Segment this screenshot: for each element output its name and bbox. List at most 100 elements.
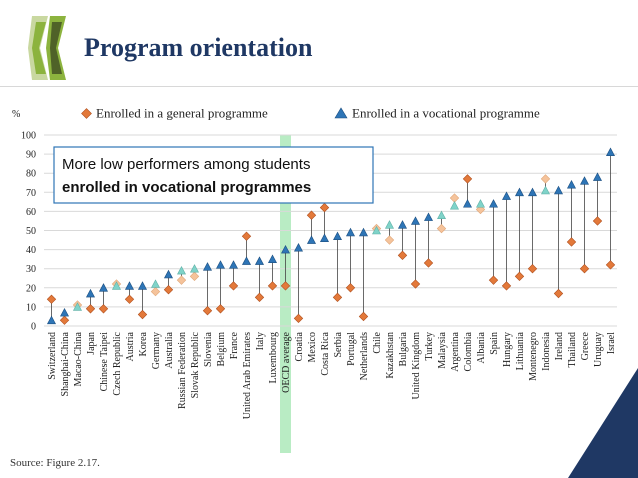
general-point bbox=[98, 304, 109, 314]
x-tick-label: Germany bbox=[151, 332, 162, 369]
vocational-point bbox=[229, 260, 238, 269]
x-tick-label: Japan bbox=[86, 332, 97, 355]
y-tick-label: 60 bbox=[26, 207, 36, 218]
x-tick-label: France bbox=[229, 331, 240, 359]
x-tick-label: Hungary bbox=[502, 332, 513, 367]
x-tick-label: Kazakhstan bbox=[385, 332, 396, 379]
x-tick-label: Serbia bbox=[333, 331, 344, 357]
x-tick-label: Lithuania bbox=[515, 331, 526, 370]
vocational-point bbox=[177, 265, 186, 275]
vocational-point bbox=[398, 220, 407, 229]
x-tick-label: Russian Federation bbox=[177, 332, 188, 409]
vocational-point bbox=[268, 254, 277, 263]
vocational-point bbox=[112, 281, 121, 290]
x-tick-label: Malaysia bbox=[437, 331, 448, 368]
vocational-point bbox=[99, 283, 108, 292]
general-point bbox=[462, 174, 473, 184]
legend-vocational-label: Enrolled in a vocational programme bbox=[352, 106, 540, 121]
header-divider bbox=[0, 86, 638, 87]
vocational-point bbox=[320, 233, 329, 242]
annotation-line-2: enrolled in vocational programmes bbox=[62, 179, 311, 196]
general-point bbox=[514, 271, 525, 282]
x-tick-label: Czech Republic bbox=[112, 331, 123, 395]
oecd-average-band bbox=[280, 135, 291, 453]
vocational-point bbox=[190, 264, 199, 273]
annotation-line-1: More low performers among students bbox=[62, 156, 310, 173]
y-tick-label: 0 bbox=[31, 322, 36, 333]
x-tick-label: Indonesia bbox=[541, 331, 552, 370]
vocational-point bbox=[333, 231, 342, 241]
x-tick-label: Turkey bbox=[424, 332, 435, 361]
vocational-point bbox=[424, 212, 433, 221]
general-point bbox=[332, 292, 343, 303]
vocational-point bbox=[372, 225, 381, 235]
x-tick-label: Italy bbox=[255, 332, 266, 350]
general-point bbox=[176, 275, 187, 285]
vocational-point bbox=[47, 315, 56, 325]
x-tick-label: Switzerland bbox=[47, 332, 58, 380]
general-point bbox=[423, 258, 434, 268]
vocational-point bbox=[86, 288, 95, 298]
vocational-point bbox=[216, 260, 225, 269]
x-tick-label: Argentina bbox=[450, 331, 461, 371]
general-point bbox=[280, 281, 291, 291]
general-point bbox=[293, 313, 304, 324]
general-point bbox=[59, 315, 70, 325]
legend-vocational-marker bbox=[334, 107, 348, 119]
general-point bbox=[592, 216, 603, 226]
general-point bbox=[228, 281, 239, 291]
general-point bbox=[553, 288, 564, 299]
x-tick-label: Netherlands bbox=[359, 332, 370, 380]
x-tick-label: Colombia bbox=[463, 331, 474, 371]
y-tick-label: 90 bbox=[26, 150, 36, 161]
dot-plot-chart: 0 10 20 30 40 50 60 70 80 90 100% Enrolled in a gen… bbox=[12, 106, 617, 453]
vocational-point bbox=[463, 199, 472, 208]
vocational-point bbox=[307, 235, 316, 244]
general-point bbox=[267, 281, 278, 291]
vocational-point bbox=[567, 180, 576, 189]
y-tick-label: 70 bbox=[26, 188, 36, 199]
general-point bbox=[241, 231, 252, 241]
y-tick-label: 30 bbox=[26, 264, 36, 275]
general-point bbox=[436, 223, 447, 234]
x-tick-label: Chinese Taipei bbox=[99, 332, 110, 392]
x-tick-label: Shanghai-China bbox=[60, 331, 71, 396]
vocational-point bbox=[294, 243, 303, 252]
vocational-point bbox=[489, 199, 498, 208]
x-tick-label: Portugal bbox=[346, 332, 357, 366]
vocational-point bbox=[359, 227, 368, 237]
x-tick-label: Israel bbox=[606, 332, 617, 354]
x-tick-label: Montenegro bbox=[528, 332, 539, 381]
x-tick-label: Bulgaria bbox=[398, 331, 409, 366]
vocational-point bbox=[554, 185, 563, 195]
vocational-point bbox=[515, 187, 524, 197]
general-point bbox=[85, 304, 96, 314]
x-tick-label: Slovenia bbox=[203, 331, 214, 367]
vocational-point bbox=[138, 281, 147, 290]
vocational-point bbox=[242, 256, 251, 265]
oecd-logo-icon bbox=[28, 16, 66, 80]
general-point bbox=[150, 286, 161, 297]
vocational-point bbox=[606, 147, 615, 156]
general-point bbox=[163, 285, 174, 295]
x-tick-label: United Kingdom bbox=[411, 332, 422, 400]
general-point bbox=[501, 281, 512, 291]
x-tick-label: Ireland bbox=[554, 332, 565, 360]
x-tick-label: Macao-China bbox=[73, 331, 84, 386]
x-tick-label: Slovak Republic bbox=[190, 331, 201, 398]
x-tick-label: Spain bbox=[489, 332, 500, 355]
general-point bbox=[46, 294, 57, 304]
general-point bbox=[397, 250, 408, 260]
x-tick-label: Luxembourg bbox=[268, 332, 279, 383]
general-point bbox=[410, 279, 421, 289]
y-tick-label: 100 bbox=[21, 131, 36, 142]
legend-general-marker bbox=[81, 108, 92, 119]
x-tick-label: Uruguay bbox=[593, 332, 604, 367]
x-tick-label: Chile bbox=[372, 331, 383, 353]
vocational-point bbox=[60, 307, 69, 317]
general-point bbox=[189, 271, 200, 282]
general-point bbox=[540, 174, 551, 184]
vocational-point bbox=[411, 216, 420, 225]
x-tick-label: Korea bbox=[138, 331, 149, 356]
general-point bbox=[345, 283, 356, 293]
